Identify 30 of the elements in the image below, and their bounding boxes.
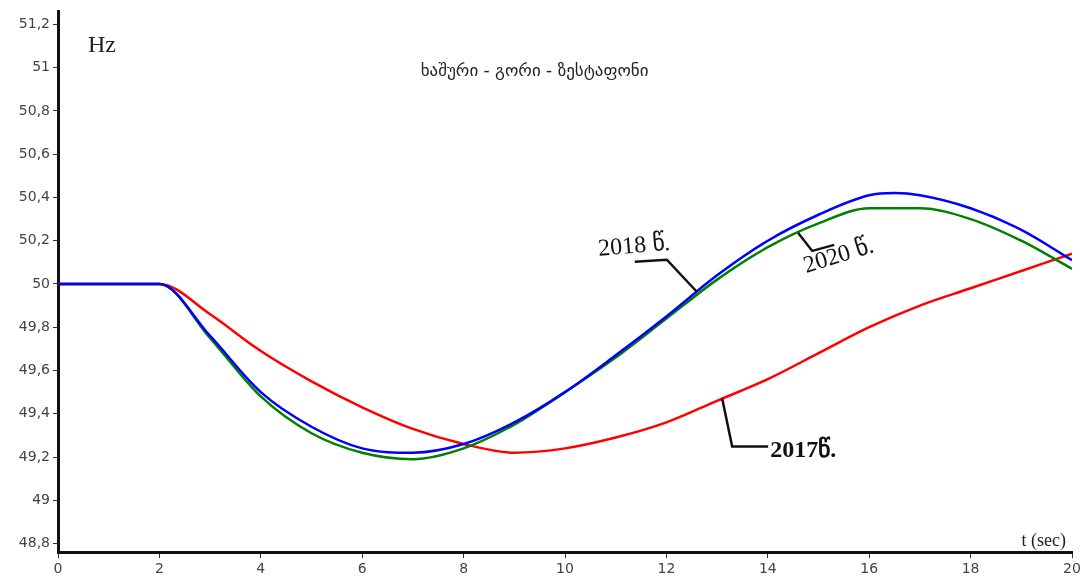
text: 2020 წ. (800, 231, 877, 278)
y-tick-label: 49,2 (18, 447, 50, 464)
series-label: 2018 წ. (597, 229, 671, 261)
x-tick-label: 20 (1063, 560, 1081, 577)
x-tick-label: 4 (256, 560, 266, 577)
text: 2017წ. (770, 435, 837, 462)
text: ხაშური - გორი - ზესტაფონი (420, 60, 649, 81)
x-tick-label: 14 (758, 560, 777, 577)
x-tick-label: 0 (53, 560, 63, 577)
y-tick-label: 51 (32, 58, 50, 75)
y-tick-label: 50,6 (18, 144, 51, 161)
y-tick-label: 50,8 (18, 101, 50, 118)
y-tick-label: 48,8 (18, 534, 50, 551)
y-tick-label: 50,2 (18, 231, 50, 248)
y-tick-label: 49,4 (18, 404, 51, 421)
x-tick-label: 18 (961, 560, 980, 577)
y-tick-label: 49,6 (18, 361, 51, 378)
y-tick-label: 49 (32, 490, 50, 507)
x-tick-label: 10 (556, 560, 574, 577)
x-tick-label: 12 (657, 560, 676, 577)
y-tick-label: 50 (32, 274, 50, 291)
x-tick-label: 6 (357, 560, 367, 577)
y-tick-label: 50,4 (18, 188, 51, 205)
x-tick-label: 2 (154, 560, 164, 577)
x-axis-title: t (sec) (1021, 530, 1066, 552)
y-tick-label: 51,2 (18, 15, 50, 32)
y-tick-label: 49,8 (18, 317, 50, 334)
x-tick-label: 8 (459, 560, 469, 577)
y-axis-title: Hz (88, 31, 116, 58)
x-tick-label: 16 (860, 560, 879, 577)
